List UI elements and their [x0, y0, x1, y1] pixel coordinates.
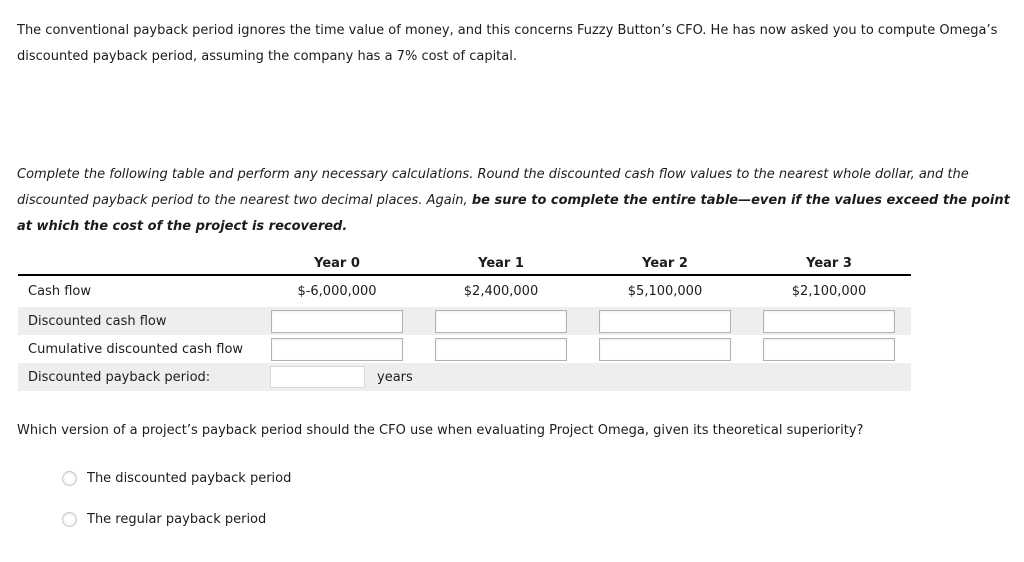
option-regular-payback-period[interactable]: The regular payback period: [62, 511, 266, 527]
discounted-cash-flow-year-0-input[interactable]: [271, 309, 403, 333]
cash-flow-value-year-2: $5,100,000: [627, 284, 703, 299]
discounted-cash-flow-year-2-input[interactable]: [599, 309, 731, 333]
option-label-regular-payback-period[interactable]: The regular payback period: [87, 511, 267, 527]
regular-payback-period-radio[interactable]: [62, 511, 77, 527]
row-label-cash-flow: Cash flow: [28, 284, 91, 299]
discounted-cash-flow-year-1-input[interactable]: [435, 309, 567, 333]
question-text: Which version of a project’s payback per…: [17, 423, 864, 438]
cash-flow-value-year-3: $2,100,000: [791, 284, 867, 299]
intro-line-2: discounted payback period, assuming the …: [17, 49, 517, 64]
cumulative-discounted-cash-flow-year-1-input[interactable]: [435, 337, 567, 361]
option-discounted-payback-period[interactable]: The discounted payback period: [62, 470, 291, 486]
row-label-cumulative-discounted-cash-flow: Cumulative discounted cash flow: [28, 341, 244, 357]
discounted-payback-period-input[interactable]: [270, 366, 365, 388]
row-label-discounted-payback-period: Discounted payback period:: [28, 369, 211, 385]
intro-paragraph: The conventional payback period ignores …: [17, 18, 1017, 70]
cash-flow-value-year-0: $-6,000,000: [297, 284, 377, 299]
cumulative-discounted-cash-flow-year-3-input[interactable]: [763, 337, 895, 361]
col-header-year-0: Year 0: [314, 256, 360, 271]
instructions-line-1: Complete the following table and perform…: [17, 167, 969, 182]
instructions-line-2: discounted payback period to the nearest…: [17, 188, 1017, 214]
cash-flow-value-year-1: $2,400,000: [463, 284, 539, 299]
discounted-cash-flow-year-3-input[interactable]: [763, 309, 895, 333]
instructions-paragraph: Complete the following table and perform…: [17, 162, 1017, 240]
years-label: years: [377, 369, 413, 385]
instructions-line-3: at which the cost of the project is reco…: [17, 219, 348, 234]
discounted-payback-period-radio[interactable]: [62, 470, 77, 486]
col-header-year-2: Year 2: [642, 256, 688, 271]
discounted-payback-period-row: Discounted payback period: years: [18, 363, 911, 391]
cash-flow-row: Cash flow $-6,000,000 $2,400,000 $5,100,…: [18, 276, 911, 307]
table-header-row: Year 0 Year 1 Year 2 Year 3: [18, 253, 911, 276]
discounted-cash-flow-row: Discounted cash flow: [18, 307, 911, 335]
cumulative-discounted-cash-flow-year-0-input[interactable]: [271, 337, 403, 361]
col-header-year-3: Year 3: [806, 256, 852, 271]
option-label-discounted-payback-period[interactable]: The discounted payback period: [87, 470, 292, 486]
payback-table: Year 0 Year 1 Year 2 Year 3 Cash flow $-…: [18, 253, 911, 391]
row-label-discounted-cash-flow: Discounted cash flow: [28, 313, 167, 329]
instructions-line-2-bold: be sure to complete the entire table—eve…: [471, 193, 1010, 208]
cumulative-discounted-cash-flow-row: Cumulative discounted cash flow: [18, 335, 911, 363]
cumulative-discounted-cash-flow-year-2-input[interactable]: [599, 337, 731, 361]
col-header-year-1: Year 1: [478, 256, 524, 271]
instructions-line-2-normal: discounted payback period to the nearest…: [17, 193, 472, 208]
intro-line-1: The conventional payback period ignores …: [17, 23, 998, 38]
